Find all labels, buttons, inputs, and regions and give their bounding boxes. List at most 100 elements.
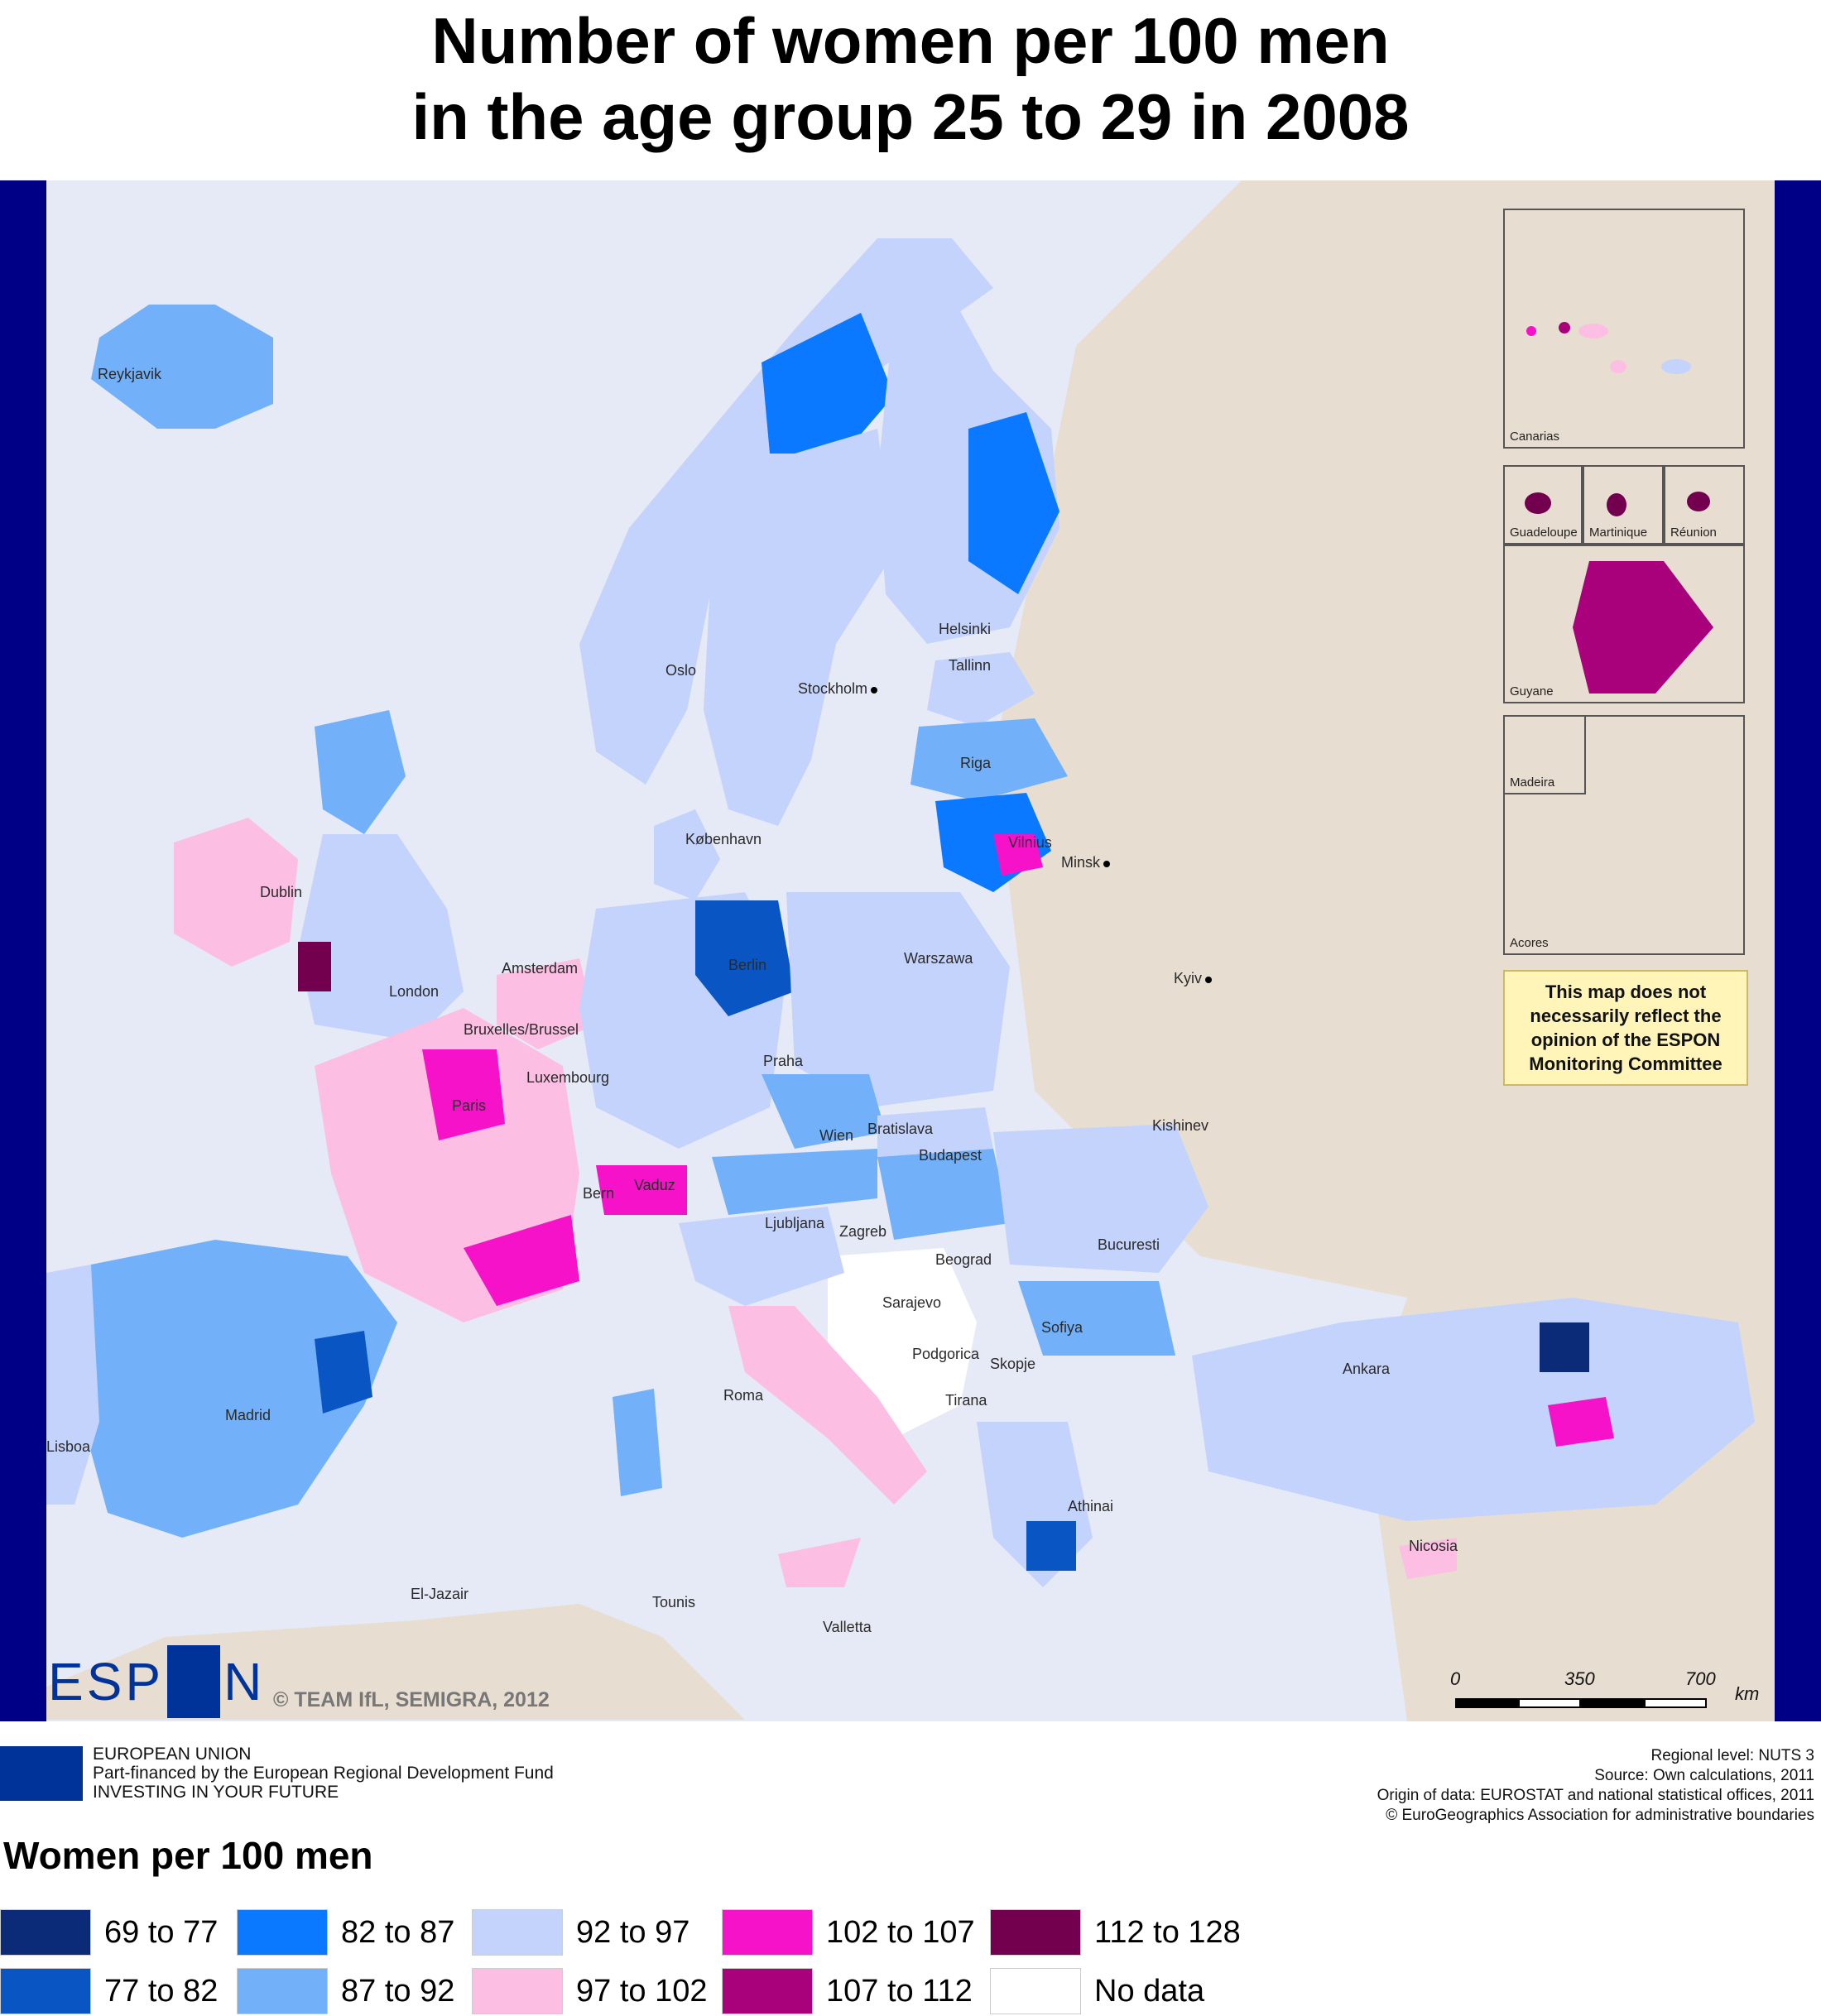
city-label: Valletta — [823, 1619, 872, 1635]
city-label: Tallinn — [949, 657, 992, 674]
city-label: Vilnius — [1008, 834, 1052, 851]
city-label: Roma — [723, 1387, 764, 1404]
region-france-south — [464, 1215, 579, 1306]
region-turkey — [1192, 1298, 1755, 1521]
legend-label: 69 to 77 — [104, 1914, 219, 1950]
espon-logo: ESP N — [48, 1644, 265, 1720]
region-italy — [728, 1306, 927, 1505]
inset-dom-shapes — [1525, 492, 1713, 694]
region-denmark — [654, 809, 720, 900]
region-finland-east — [968, 412, 1059, 594]
legend-item: 97 to 102 — [472, 1968, 707, 2014]
legend-label: No data — [1094, 1973, 1205, 2009]
region-sweden — [704, 429, 894, 826]
legend-swatch — [722, 1968, 813, 2014]
inset-label-acores: Acores — [1510, 936, 1549, 950]
land-africa — [46, 1604, 745, 1720]
inset-label-canarias: Canarias — [1510, 430, 1560, 444]
legend-label: 87 to 92 — [341, 1973, 455, 2009]
city-label: Reykjavik — [98, 366, 162, 382]
inset-martinique: Martinique — [1583, 465, 1664, 545]
region-poland — [786, 892, 1010, 1107]
scale-segment — [1518, 1698, 1581, 1708]
map-title-line1: Number of women per 100 men — [431, 4, 1390, 77]
city-label: Lisboa — [46, 1438, 91, 1455]
city-label: Skopje — [990, 1356, 1036, 1372]
city-label: London — [389, 983, 440, 1000]
city-label: Tounis — [652, 1594, 696, 1610]
city-label: Wien — [819, 1127, 854, 1144]
region-czech — [762, 1074, 886, 1149]
region-vilnius — [993, 834, 1043, 876]
legend-label: 82 to 87 — [341, 1914, 455, 1950]
eu-funding-text: EUROPEAN UNION Part-financed by the Euro… — [93, 1745, 554, 1802]
source-line: Origin of data: EUROSTAT and national st… — [1377, 1787, 1814, 1804]
legend-swatch — [0, 1909, 91, 1956]
region-spain-east — [315, 1331, 372, 1414]
city-label: Madrid — [225, 1407, 271, 1423]
disclaimer-box: This map does not necessarily reflect th… — [1503, 970, 1748, 1086]
legend-item: 77 to 82 — [0, 1968, 218, 2014]
city-label: Beograd — [935, 1251, 992, 1268]
region-iceland — [91, 305, 273, 429]
inset-label-madeira: Madeira — [1510, 775, 1555, 790]
inset-reunion: Réunion — [1664, 465, 1745, 545]
region-bulgaria — [1018, 1281, 1175, 1356]
logo-text-right: N — [223, 1652, 266, 1711]
city-label: Paris — [452, 1097, 487, 1114]
frame-bar-left — [0, 180, 46, 1721]
legend-item: 82 to 87 — [237, 1909, 454, 1956]
source-line: Source: Own calculations, 2011 — [1594, 1767, 1814, 1784]
legend-label: 107 to 112 — [826, 1973, 973, 2009]
eu-stars-icon — [167, 1645, 221, 1718]
region-hungary — [877, 1149, 1010, 1240]
scale-unit: km — [1735, 1683, 1760, 1704]
eu-funding-block: EUROPEAN UNION Part-financed by the Euro… — [0, 1745, 629, 1804]
inset-acores: Acores — [1503, 715, 1745, 955]
frame-bar-right — [1775, 180, 1821, 1721]
city-label: Bratislava — [867, 1121, 934, 1137]
legend-label: 77 to 82 — [104, 1973, 219, 2009]
region-estonia — [927, 652, 1035, 727]
city-label: København — [685, 831, 762, 847]
legend-label: 97 to 102 — [576, 1973, 708, 2009]
scale-label: 350 — [1564, 1668, 1595, 1689]
city-label: Riga — [960, 755, 992, 771]
city-label: El-Jazair — [411, 1586, 469, 1602]
region-turkey-south — [1548, 1397, 1614, 1447]
region-spain — [83, 1240, 397, 1538]
inset-label-martinique: Martinique — [1589, 526, 1648, 540]
legend-item: 92 to 97 — [472, 1909, 689, 1956]
region-slovakia — [877, 1107, 993, 1157]
city-label: Bern — [583, 1185, 615, 1202]
legend-label: 112 to 128 — [1094, 1914, 1241, 1950]
eu-line: INVESTING IN YOUR FUTURE — [93, 1783, 339, 1802]
city-label: Minsk — [1061, 854, 1111, 871]
region-romania — [993, 1124, 1208, 1273]
source-line: © EuroGeographics Association for admini… — [1386, 1807, 1814, 1824]
eu-flag-icon — [0, 1746, 83, 1801]
region-italy-north — [679, 1207, 844, 1306]
region-switzerland — [596, 1165, 687, 1215]
disclaimer-line: This map does not — [1545, 982, 1707, 1002]
city-label: Warszawa — [904, 950, 973, 967]
scale-label: 700 — [1685, 1668, 1716, 1689]
legend-swatch — [472, 1968, 563, 2014]
region-benelux — [497, 958, 596, 1049]
scale-segment — [1644, 1698, 1707, 1708]
legend-swatch — [722, 1909, 813, 1956]
city-label: Zagreb — [839, 1223, 887, 1240]
city-label: Sarajevo — [882, 1294, 942, 1311]
city-label: Bruxelles/Brussel — [464, 1021, 579, 1038]
legend-item: 112 to 128 — [990, 1909, 1241, 1956]
legend-label: 102 to 107 — [826, 1914, 975, 1950]
city-label: Berlin — [728, 957, 767, 973]
city-label: Helsinki — [939, 621, 992, 637]
city-label: Luxembourg — [526, 1069, 610, 1086]
disclaimer-line: necessarily reflect the — [1530, 1006, 1722, 1026]
city-label: Podgorica — [912, 1346, 980, 1362]
city-label: Sofiya — [1041, 1319, 1083, 1336]
city-label: Stockholm — [798, 680, 878, 698]
city-label: Ljubljana — [765, 1215, 825, 1231]
inset-guyane: Guyane — [1503, 545, 1745, 703]
